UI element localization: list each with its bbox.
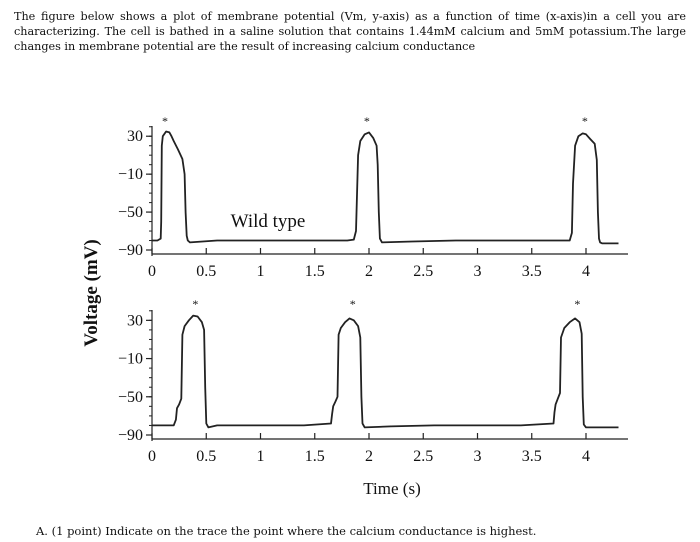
x-tick-label: 1.5 [305,448,325,465]
peak-marker: * [350,297,356,311]
y-tick-label: 30 [127,312,143,329]
x-tick-label: 0.5 [196,448,216,465]
x-axis-label: Time (s) [363,479,420,498]
x-tick-label: 0.5 [196,263,216,280]
x-tick-label: 4 [582,448,590,465]
x-tick-label: 0 [148,263,156,280]
x-tick-label: 0 [148,448,156,465]
voltage-trace [152,130,619,245]
x-tick-label: 3 [474,263,482,280]
y-tick-label: −90 [118,242,143,259]
peak-marker: * [192,297,198,311]
x-tick-label: 3.5 [522,448,542,465]
y-tick-label: −90 [118,427,143,444]
x-tick-label: 2.5 [413,448,433,465]
x-tick-label: 1.5 [305,263,325,280]
peak-marker: * [364,114,370,128]
y-axis-label: Voltage (mV) [81,239,102,346]
x-tick-label: 4 [582,263,590,280]
wild-type-annotation: Wild type [231,211,306,232]
x-tick-label: 1 [257,263,265,280]
y-tick-label: −10 [118,351,143,368]
y-tick-label: −10 [118,166,143,183]
peak-marker: * [582,114,588,128]
x-tick-label: 2 [365,263,373,280]
question-a: A. (1 point) Indicate on the trace the p… [36,524,537,538]
panel-2: 30 −10 −50 −90 0 0.5 1 1.5 2 2.5 3 3.5 4 * * * [118,297,628,465]
voltage-trace [152,314,619,429]
x-tick-label: 3.5 [522,263,542,280]
peak-marker: * [574,297,580,311]
intro-paragraph: The figure below shows a plot of membran… [14,10,686,53]
peak-marker: * [162,114,168,128]
x-tick-label: 2 [365,448,373,465]
y-tick-label: −50 [118,389,143,406]
y-tick-label: 30 [127,128,143,145]
x-tick-label: 3 [474,448,482,465]
panel-1: 30 −10 −50 −90 0 0.5 1 1.5 2 2.5 3 3.5 4 * * * Wild type [118,114,628,280]
x-tick-label: 1 [257,448,265,465]
y-tick-label: −50 [118,204,143,221]
x-tick-label: 2.5 [413,263,433,280]
